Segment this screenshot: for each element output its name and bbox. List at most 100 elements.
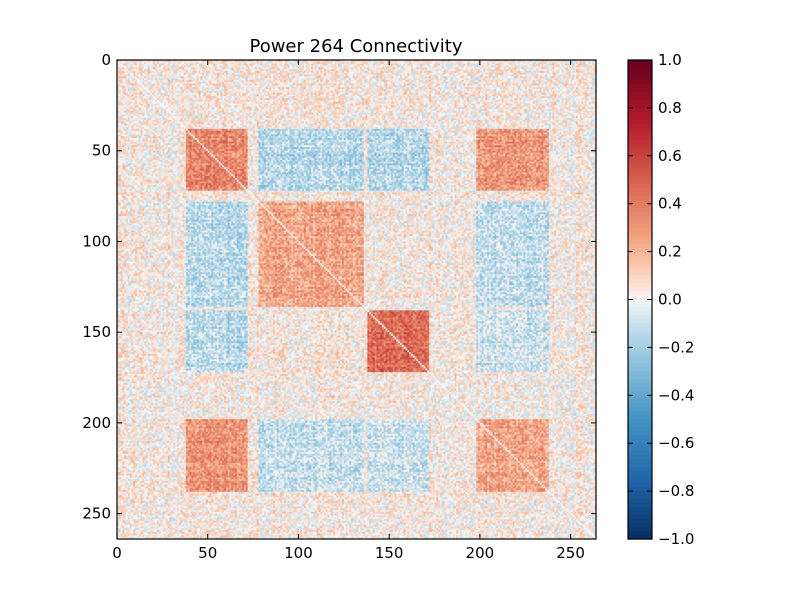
colorbar-segment	[628, 307, 652, 313]
colorbar-segment	[628, 415, 652, 420]
colorbar-tick-label: 1.0	[658, 51, 682, 69]
colorbar-segment	[628, 487, 652, 492]
colorbar-segment	[628, 371, 652, 376]
colorbar-segment	[628, 171, 652, 177]
colorbar-segment	[628, 123, 652, 129]
colorbar-segment	[628, 311, 652, 317]
colorbar-segment	[628, 483, 652, 488]
colorbar-tick-label: −0.8	[658, 482, 694, 500]
colorbar-segment	[628, 459, 652, 464]
colorbar-segment	[628, 451, 652, 456]
colorbar-segment	[628, 275, 652, 281]
colorbar-segment	[628, 495, 652, 500]
colorbar-segment	[628, 427, 652, 432]
x-tick-label: 100	[284, 544, 313, 562]
colorbar-segment	[628, 71, 652, 77]
colorbar-segment	[628, 463, 652, 468]
colorbar-segment	[628, 507, 652, 512]
colorbar-segment	[628, 119, 652, 125]
colorbar-segment	[628, 283, 652, 289]
colorbar-segment	[628, 95, 652, 101]
y-tick-label: 250	[82, 505, 111, 523]
colorbar-segment	[628, 319, 652, 325]
colorbar-segment	[628, 291, 652, 297]
colorbar-tick-label: −0.6	[658, 434, 694, 452]
colorbar-segment	[628, 391, 652, 396]
colorbar-segment	[628, 379, 652, 384]
colorbar-segment	[628, 199, 652, 205]
colorbar-segment	[628, 267, 652, 273]
colorbar-segment	[628, 91, 652, 97]
y-tick-label: 200	[82, 414, 111, 432]
colorbar-segment	[628, 75, 652, 81]
colorbar-segment	[628, 287, 652, 293]
colorbar-segment	[628, 315, 652, 321]
colorbar-segment	[628, 183, 652, 189]
colorbar-segment	[628, 439, 652, 444]
colorbar-segment	[628, 491, 652, 496]
colorbar-segment	[628, 299, 652, 305]
colorbar-segment	[628, 535, 652, 540]
colorbar-segment	[628, 339, 652, 345]
colorbar-segment	[628, 471, 652, 476]
colorbar-segment	[628, 147, 652, 153]
colorbar-segment	[628, 423, 652, 428]
colorbar-segment	[628, 447, 652, 452]
colorbar-segment	[628, 531, 652, 536]
colorbar-segment	[628, 383, 652, 388]
colorbar-segment	[628, 207, 652, 213]
colorbar-segment	[628, 167, 652, 173]
axis-ticks: 0 50 100 150 200 250 0 50 100 150 200 250	[82, 51, 596, 562]
colorbar-segment	[628, 523, 652, 528]
colorbar-segment	[628, 363, 652, 368]
colorbar-segment	[628, 235, 652, 241]
colorbar-segment	[628, 343, 652, 348]
y-tick-label: 50	[92, 142, 111, 160]
colorbar-segment	[628, 327, 652, 333]
colorbar-segment	[628, 107, 652, 113]
colorbar-segment	[628, 263, 652, 269]
y-tick-label: 0	[101, 51, 111, 69]
colorbar-segment	[628, 411, 652, 416]
colorbar-segment	[628, 511, 652, 516]
colorbar-segment	[628, 135, 652, 141]
colorbar-segment	[628, 195, 652, 201]
colorbar-segment	[628, 191, 652, 197]
colorbar-segment	[628, 247, 652, 253]
colorbar-tick-label: 0.8	[658, 99, 682, 117]
colorbar-segment	[628, 151, 652, 157]
colorbar-segment	[628, 431, 652, 436]
colorbar-segment	[628, 155, 652, 161]
colorbar-segment	[628, 67, 652, 73]
colorbar-segment	[628, 331, 652, 337]
colorbar-tick-label: 0.2	[658, 243, 682, 261]
colorbar-tick-label: −0.2	[658, 338, 694, 356]
colorbar-segment	[628, 231, 652, 237]
colorbar-segment	[628, 475, 652, 480]
y-tick-label: 150	[82, 323, 111, 341]
colorbar-segment	[628, 271, 652, 277]
colorbar-segment	[628, 79, 652, 85]
colorbar-segment	[628, 87, 652, 93]
colorbar-segment	[628, 455, 652, 460]
colorbar-segment	[628, 239, 652, 245]
colorbar-segment	[628, 175, 652, 181]
colorbar-segment	[628, 187, 652, 193]
colorbar-segment	[628, 219, 652, 225]
colorbar-segment	[628, 255, 652, 261]
colorbar-segment	[628, 467, 652, 472]
colorbar-segment	[628, 103, 652, 109]
colorbar-segment	[628, 139, 652, 145]
colorbar-segment	[628, 499, 652, 504]
colorbar-segment	[628, 303, 652, 309]
x-tick-label: 150	[375, 544, 404, 562]
colorbar-segment	[628, 63, 652, 69]
colorbar-segment	[628, 203, 652, 209]
colorbar-tick-label: 0.4	[658, 195, 682, 213]
colorbar-segment	[628, 359, 652, 364]
colorbar-tick-label: −0.4	[658, 386, 694, 404]
colorbar-segment	[628, 519, 652, 524]
colorbar-segment	[628, 435, 652, 440]
colorbar-segment	[628, 127, 652, 133]
colorbar-segment	[628, 279, 652, 285]
